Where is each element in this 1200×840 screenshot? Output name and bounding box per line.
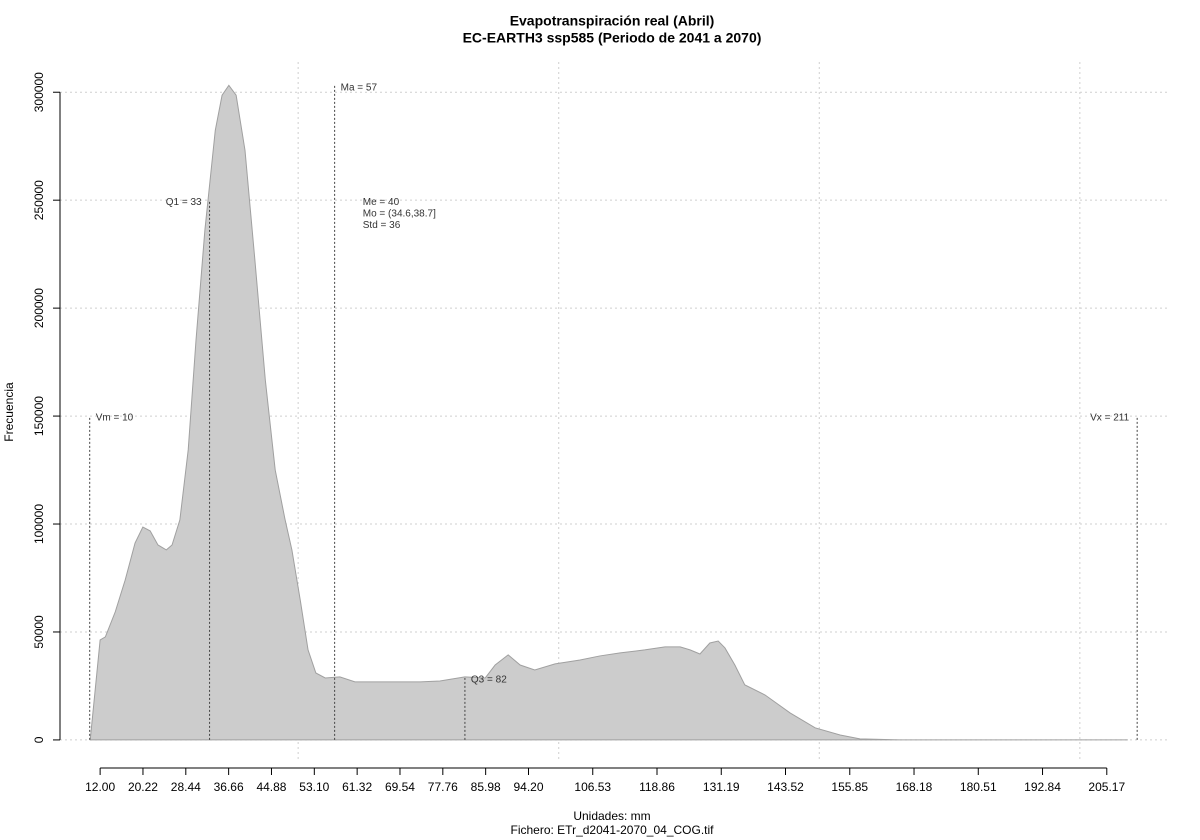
x-tick-label: 168.18 [896, 780, 933, 794]
x-tick-label: 106.53 [574, 780, 611, 794]
x-tick-label: 143.52 [767, 780, 804, 794]
x-tick-label: 192.84 [1024, 780, 1061, 794]
y-tick-label: 100000 [32, 504, 46, 544]
y-tick-label: 200000 [32, 288, 46, 328]
annotation-label: Q1 = 33 [166, 197, 202, 208]
x-tick-label: 12.00 [85, 780, 115, 794]
stats-label: Mo = (34.6,38.7] [363, 208, 436, 219]
x-tick-label: 20.22 [128, 780, 158, 794]
x-tick-label: 155.85 [831, 780, 868, 794]
x-tick-label: 53.10 [299, 780, 329, 794]
annotation-label: Q3 = 82 [471, 675, 507, 686]
x-tick-label: 85.98 [471, 780, 501, 794]
y-tick-label: 250000 [32, 180, 46, 220]
y-tick-label: 300000 [32, 72, 46, 112]
x-tick-label: 94.20 [513, 780, 543, 794]
caption: Fichero: ETr_d2041-2070_04_COG.tif [511, 823, 715, 837]
y-tick-label: 50000 [32, 615, 46, 649]
annotation-label: Vm = 10 [96, 413, 134, 424]
density-area [89, 84, 1128, 741]
stats-label: Me = 40 [363, 197, 400, 208]
annotation-label: Ma = 57 [341, 82, 378, 93]
y-tick-label: 150000 [32, 396, 46, 436]
x-tick-label: 180.51 [960, 780, 997, 794]
y-tick-label: 0 [32, 736, 46, 743]
chart-subtitle: EC-EARTH3 ssp585 (Periodo de 2041 a 2070… [463, 30, 762, 46]
y-axis-label: Frecuencia [2, 382, 16, 442]
x-tick-label: 44.88 [256, 780, 286, 794]
x-tick-label: 205.17 [1088, 780, 1125, 794]
x-tick-label: 28.44 [171, 780, 201, 794]
chart-title: Evapotranspiración real (Abril) [510, 13, 715, 29]
x-tick-label: 61.32 [342, 780, 372, 794]
x-tick-label: 77.76 [428, 780, 458, 794]
x-tick-label: 131.19 [703, 780, 740, 794]
x-tick-label: 69.54 [385, 780, 415, 794]
x-axis-label: Unidades: mm [573, 809, 650, 823]
stats-label: Std = 36 [363, 220, 401, 231]
annotation-label: Vx = 211 [1090, 413, 1129, 424]
x-tick-label: 36.66 [214, 780, 244, 794]
x-tick-label: 118.86 [639, 780, 675, 794]
